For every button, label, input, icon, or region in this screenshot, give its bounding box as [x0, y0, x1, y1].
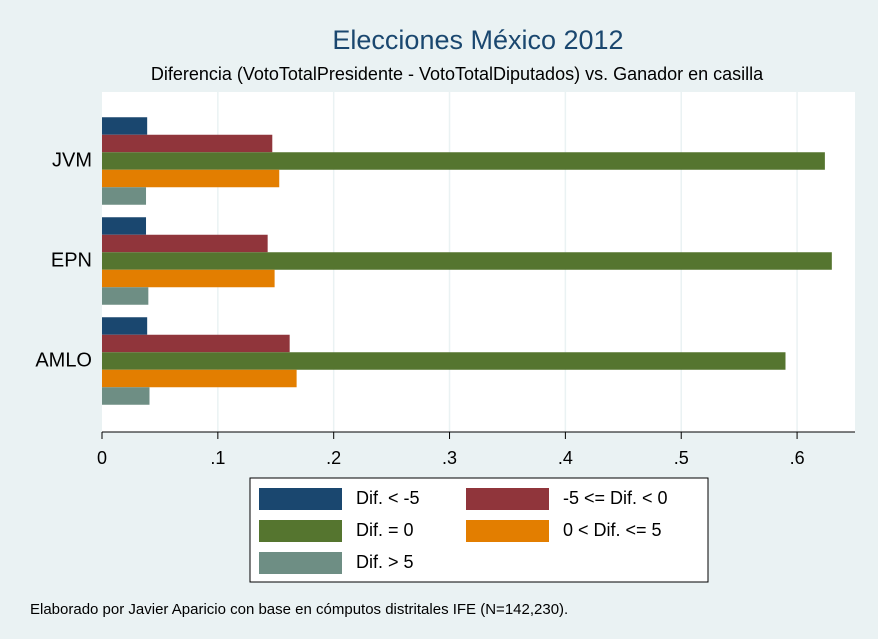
legend-label: Dif. < -5	[356, 488, 420, 508]
legend-swatch	[259, 488, 342, 510]
chart-title: Elecciones México 2012	[332, 25, 623, 55]
x-tick-label: .2	[326, 448, 341, 468]
y-tick-label: JVM	[52, 149, 92, 171]
bar	[102, 369, 297, 388]
legend-label: 0 < Dif. <= 5	[563, 520, 662, 540]
legend-label: Dif. > 5	[356, 552, 414, 572]
legend-swatch	[466, 520, 549, 542]
legend-swatch	[259, 552, 342, 574]
bar	[102, 287, 149, 305]
bar	[102, 269, 275, 288]
bar	[102, 217, 147, 235]
bar	[102, 387, 150, 405]
bar	[102, 352, 786, 370]
legend-label: -5 <= Dif. < 0	[563, 488, 668, 508]
chart-subtitle: Diferencia (VotoTotalPresidente - VotoTo…	[151, 64, 764, 84]
x-tick-label: .4	[558, 448, 573, 468]
bar	[102, 117, 148, 135]
x-tick-label: .3	[442, 448, 457, 468]
x-tick-label: .1	[210, 448, 225, 468]
bar	[102, 169, 280, 188]
chart-note: Elaborado por Javier Aparicio con base e…	[30, 601, 568, 618]
y-tick-label: AMLO	[35, 349, 92, 371]
bar	[102, 234, 268, 253]
bar	[102, 317, 148, 335]
x-tick-label: .6	[790, 448, 805, 468]
bar	[102, 252, 832, 270]
legend-swatch	[259, 520, 342, 542]
x-tick-label: 0	[97, 448, 107, 468]
legend-label: Dif. = 0	[356, 520, 414, 540]
bar	[102, 134, 273, 153]
bar	[102, 334, 290, 353]
bar	[102, 152, 825, 170]
y-tick-label: EPN	[51, 249, 92, 271]
bar	[102, 187, 147, 205]
legend-swatch	[466, 488, 549, 510]
x-tick-label: .5	[674, 448, 689, 468]
